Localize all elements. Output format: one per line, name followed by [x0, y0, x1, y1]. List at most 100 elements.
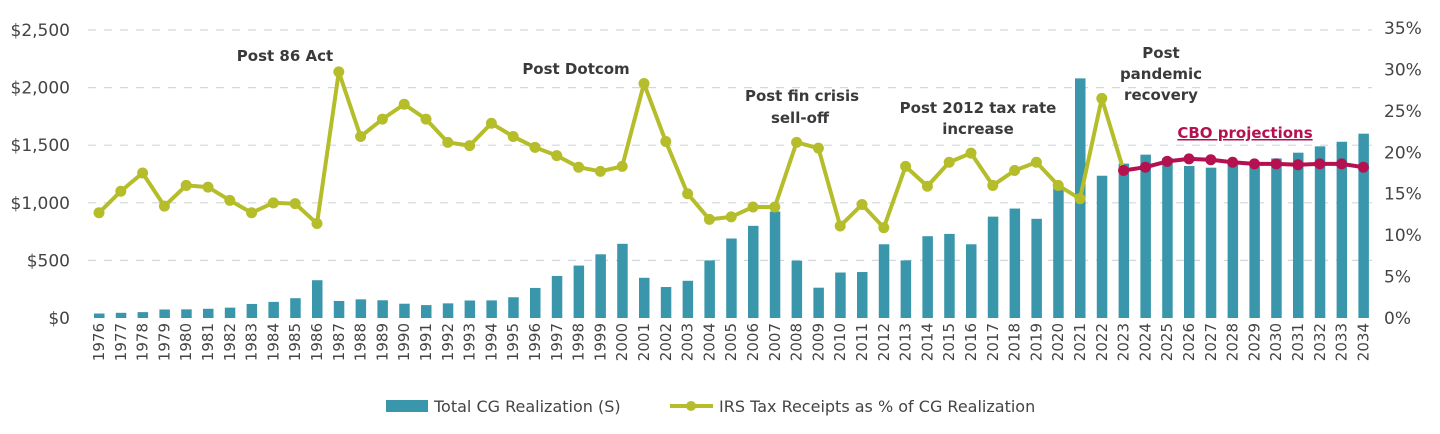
x-tick-label: 2009	[809, 323, 827, 361]
data-point	[1096, 92, 1108, 104]
bar	[530, 287, 541, 318]
bar	[835, 272, 846, 318]
bar	[595, 254, 606, 318]
data-point	[616, 160, 628, 172]
data-point	[551, 150, 563, 162]
data-point	[725, 211, 737, 223]
data-point	[1336, 158, 1348, 170]
data-point	[137, 167, 149, 179]
bar	[573, 265, 585, 318]
x-tick-label: 1986	[308, 323, 326, 361]
data-point	[769, 201, 781, 213]
x-tick-label: 2002	[657, 323, 675, 361]
data-point	[856, 198, 868, 210]
bar	[1249, 166, 1260, 318]
x-tick-label: 1998	[570, 323, 588, 361]
x-tick-label: 1992	[439, 323, 457, 361]
bar	[1314, 146, 1326, 318]
bar	[704, 260, 715, 318]
data-point	[529, 141, 541, 153]
data-point	[1292, 159, 1304, 171]
right-tick-label: 20%	[1384, 143, 1422, 163]
legend-line-marker	[686, 401, 696, 411]
data-point	[1357, 161, 1369, 173]
annotation-cbo-projections: CBO projections	[1177, 124, 1312, 142]
x-tick-label: 2007	[766, 323, 784, 361]
bar	[1358, 133, 1369, 318]
bar	[1009, 208, 1021, 318]
x-tick-label: 1984	[264, 323, 282, 361]
data-point	[485, 117, 497, 129]
x-tick-label: 1983	[243, 323, 261, 361]
x-tick-label: 1976	[90, 323, 108, 361]
x-tick-label: 1987	[330, 323, 348, 361]
bar	[464, 300, 476, 318]
bar	[726, 238, 737, 318]
data-point	[900, 160, 912, 172]
left-tick-label: $1,000	[11, 194, 70, 214]
x-axis-ticks: 1976 1977 1978 1979 1980 1981 1982 1983 1984 1985…	[90, 323, 1372, 361]
bar	[508, 297, 519, 318]
data-point	[1074, 193, 1086, 205]
bar	[1162, 157, 1173, 318]
data-point	[1030, 156, 1042, 168]
data-point	[115, 185, 127, 197]
data-point	[1314, 158, 1326, 170]
lines	[93, 66, 1369, 234]
data-point	[638, 78, 650, 90]
data-point	[921, 180, 933, 192]
data-point	[464, 140, 476, 152]
bar	[966, 244, 977, 318]
x-tick-label: 2033	[1333, 323, 1351, 361]
bar	[551, 275, 563, 318]
x-tick-label: 2030	[1267, 323, 1285, 361]
x-tick-label: 2004	[700, 323, 718, 361]
x-tick-label: 1996	[526, 323, 544, 361]
bar	[900, 260, 912, 318]
x-tick-label: 2026	[1180, 323, 1198, 361]
data-point	[703, 213, 715, 225]
right-tick-label: 5%	[1384, 268, 1411, 288]
x-tick-label: 2024	[1136, 323, 1154, 361]
legend: Total CG Realization (S) IRS Tax Receipt…	[386, 397, 1035, 416]
bar	[1293, 152, 1304, 318]
x-tick-label: 1981	[199, 323, 217, 361]
bar	[333, 300, 345, 318]
x-tick-label: 2008	[788, 323, 806, 361]
data-point	[158, 200, 170, 212]
annotation-pandemic-2: pandemic	[1120, 65, 1202, 83]
data-point	[660, 136, 672, 148]
data-point	[1227, 156, 1239, 168]
x-tick-label: 1997	[548, 323, 566, 361]
data-point	[1270, 158, 1282, 170]
bar	[1096, 175, 1108, 318]
x-tick-label: 2016	[962, 323, 980, 361]
bar	[769, 211, 781, 318]
bar	[421, 305, 432, 318]
x-tick-label: 2025	[1158, 323, 1176, 361]
x-tick-label: 2012	[875, 323, 893, 361]
x-tick-label: 2019	[1027, 323, 1045, 361]
bars	[94, 78, 1369, 318]
bar	[660, 287, 672, 318]
right-tick-label: 0%	[1384, 309, 1411, 329]
x-tick-label: 2032	[1311, 323, 1329, 361]
data-point	[987, 179, 999, 191]
x-tick-label: 1985	[286, 323, 304, 361]
x-tick-label: 1995	[504, 323, 522, 361]
bar	[922, 236, 933, 318]
bar	[159, 309, 170, 318]
annotations: Post 86 Act Post Dotcom Post fin crisis …	[237, 44, 1313, 142]
right-axis-ticks: 0% 5% 10% 15% 20% 25% 30% 35%	[1384, 19, 1422, 329]
data-point	[594, 165, 606, 177]
x-tick-label: 2027	[1202, 323, 1220, 361]
x-tick-label: 2001	[635, 323, 653, 361]
data-point	[747, 201, 759, 213]
bar	[791, 260, 803, 318]
data-point	[355, 131, 367, 143]
data-point	[246, 207, 258, 219]
bar	[486, 300, 497, 318]
bar	[617, 243, 628, 318]
data-point	[573, 161, 585, 173]
